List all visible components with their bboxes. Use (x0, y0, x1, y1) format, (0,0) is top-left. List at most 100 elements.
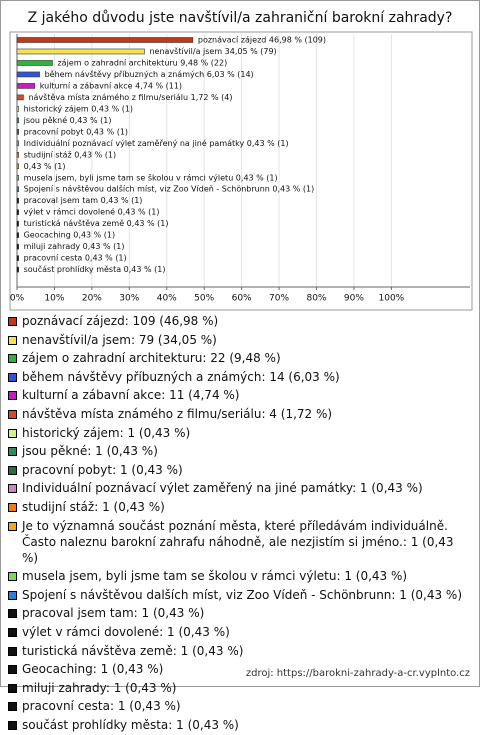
legend-swatch (8, 465, 17, 475)
legend-item: pracovní cesta: 1 (0,43 %) (8, 698, 470, 714)
value-label: pracoval jsem tam 0,43 % (1) (24, 196, 143, 205)
x-tick-label: 80% (306, 294, 326, 304)
legend-label: návštěva místa známého z filmu/seriálu: … (22, 406, 333, 421)
legend-item: Spojení s návštěvou dalších míst, viz Zo… (8, 587, 470, 603)
value-label: pracovní pobyt 0,43 % (1) (24, 127, 128, 136)
x-tick-label: 90% (344, 294, 364, 304)
legend-label: Spojení s návštěvou dalších míst, viz Zo… (22, 587, 463, 602)
value-label: během návštěvy příbuzných a známých 6,03… (45, 69, 254, 79)
legend-item: studijní stáž: 1 (0,43 %) (8, 499, 470, 515)
legend-label: turistická návštěva země: 1 (0,43 %) (22, 643, 244, 658)
value-label: miluji zahrady 0,43 % (1) (24, 242, 125, 251)
legend-label: poznávací zájezd: 109 (46,98 %) (22, 314, 219, 328)
legend-item: pracoval jsem tam: 1 (0,43 %) (8, 605, 470, 621)
bar (16, 243, 19, 250)
legend-item: kulturní a zábavní akce: 11 (4,74 %) (8, 387, 470, 403)
legend-label: musela jsem, byli jsme tam se školou v r… (22, 569, 408, 584)
value-label: Individuální poznávací výlet zaměřený na… (24, 138, 289, 148)
x-tick-label: 60% (232, 294, 252, 304)
bar (16, 60, 53, 66)
value-label: součást prohlídky města 0,43 % (1) (24, 264, 166, 274)
bar (16, 37, 194, 43)
legend-item: nenavštívil/a jsem: 79 (34,05 %) (8, 332, 470, 348)
bar (16, 174, 19, 181)
legend-swatch (8, 354, 17, 364)
x-tick-label: 100% (379, 294, 405, 304)
legend-item: turistická návštěva země: 1 (0,43 %) (8, 643, 470, 659)
x-tick-label: 50% (194, 294, 214, 304)
value-label: poznávací zájezd 46,98 % (109) (198, 36, 326, 45)
value-label: jsou pěkné 0,43 % (1) (23, 115, 112, 125)
legend-swatch (8, 609, 17, 619)
bar (16, 152, 19, 158)
value-label: turistická návštěva země 0,43 % (1) (24, 218, 169, 228)
bar (16, 83, 36, 89)
plot-frame (9, 31, 473, 311)
value-label: výlet v rámci dovolené 0,43 % (1) (24, 207, 160, 217)
legend-item: zájem o zahradní architekturu: 22 (9,48 … (8, 350, 470, 366)
value-label: nenavštívil/a jsem 34,05 % (79) (149, 46, 276, 56)
x-tick-label: 30% (119, 294, 139, 304)
legend-swatch (8, 502, 17, 512)
legend-item: musela jsem, byli jsme tam se školou v r… (8, 568, 470, 584)
legend-swatch (8, 646, 17, 656)
legend-item: historický zájem: 1 (0,43 %) (8, 425, 470, 441)
chart: Z jakého důvodu jste navštívil/a zahrani… (9, 10, 473, 311)
source: zdroj: https://barokni-zahrady-a-cr.vypl… (245, 668, 470, 679)
legend-swatch (8, 409, 17, 419)
legend-label: kulturní a zábavní akce: 11 (4,74 %) (22, 388, 240, 403)
x-tick-label: 0% (10, 294, 25, 304)
legend-swatch (8, 720, 17, 730)
legend-label: během návštěvy příbuzných a známých: 14 … (22, 369, 340, 384)
bar (16, 232, 19, 238)
bar (16, 129, 19, 135)
legend-item: Individuální poznávací výlet zaměřený na… (8, 480, 470, 496)
legend-swatch (8, 484, 17, 494)
legend-item: pracovní pobyt: 1 (0,43 %) (8, 462, 470, 478)
legend-label: pracovní pobyt: 1 (0,43 %) (22, 462, 183, 477)
legend-swatch (8, 627, 17, 637)
bar (16, 209, 19, 215)
legend-label: zájem o zahradní architekturu: 22 (9,48 … (22, 351, 281, 366)
bar (16, 197, 19, 204)
value-label: musela jsem, byli jsme tam se školou v r… (24, 172, 278, 182)
bar (16, 163, 19, 170)
legend-swatch (8, 391, 17, 401)
bar (16, 94, 24, 101)
bar (16, 186, 19, 193)
legend-swatch (8, 317, 17, 326)
x-tick-label: 10% (44, 294, 64, 304)
legend-swatch (8, 447, 17, 457)
legend-label: pracoval jsem tam: 1 (0,43 %) (22, 606, 205, 621)
bar (16, 117, 19, 124)
legend-label: Geocaching: 1 (0,43 %) (22, 662, 164, 677)
x-tick-label: 70% (269, 294, 289, 304)
bar (16, 71, 40, 78)
legend-item: poznávací zájezd: 109 (46,98 %) (8, 313, 470, 329)
legend-swatch (8, 590, 17, 600)
value-label: návštěva místa známého z filmu/seriálu 1… (28, 92, 232, 102)
legend-swatch (8, 665, 17, 675)
legend-item: Je to významná součást poznání města, kt… (8, 518, 470, 566)
legend-item: miluji zahrady: 1 (0,43 %) (8, 680, 470, 696)
legend-swatch (8, 521, 17, 531)
x-tick-label: 40% (157, 294, 177, 304)
legend-swatch (8, 335, 17, 345)
value-label: zájem o zahradní architekturu 9,48 % (22… (57, 58, 227, 67)
bar (16, 266, 19, 273)
legend-label: jsou pěkné: 1 (0,43 %) (22, 444, 158, 459)
bar (16, 255, 19, 261)
bar (16, 106, 19, 112)
legend-item: Geocaching: 1 (0,43 %) (8, 661, 470, 677)
legend-swatch (8, 572, 17, 582)
legend-item: součást prohlídky města: 1 (0,43 %) (8, 717, 470, 733)
value-label: Geocaching 0,43 % (1) (24, 231, 116, 240)
legend-label: studijní stáž: 1 (0,43 %) (22, 499, 165, 514)
legend-item: návštěva místa známého z filmu/seriálu: … (8, 406, 470, 422)
legend-item: během návštěvy příbuzných a známých: 14 … (8, 369, 470, 385)
chart-title: Z jakého důvodu jste navštívil/a zahrani… (28, 10, 453, 26)
legend-label: pracovní cesta: 1 (0,43 %) (22, 699, 181, 714)
value-label: studijní stáž 0,43 % (1) (24, 150, 117, 159)
legend-swatch (8, 372, 17, 382)
bar (16, 140, 19, 147)
